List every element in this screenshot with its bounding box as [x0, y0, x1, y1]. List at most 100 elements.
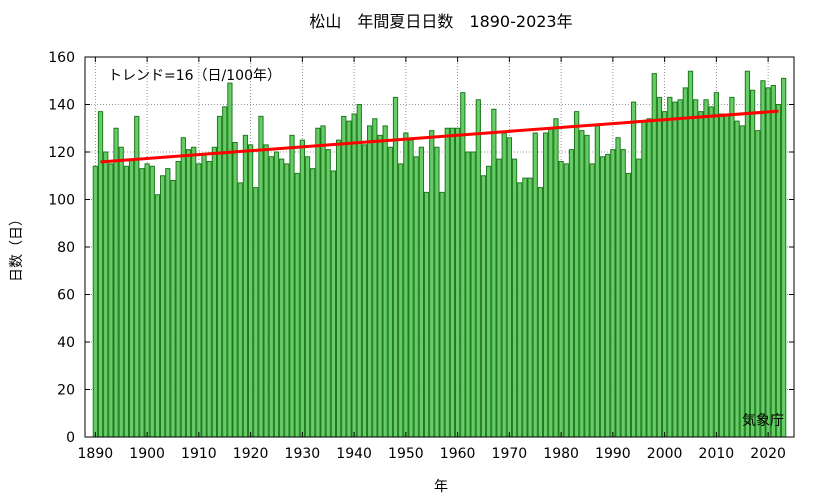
bar-1991: [615, 137, 621, 438]
bar-1975: [532, 132, 538, 438]
bar-2009: [708, 106, 714, 438]
bar-1954: [423, 191, 430, 438]
x-tick-label-2000: 2000: [647, 446, 683, 462]
bar-1915: [222, 106, 228, 438]
bar-1898: [134, 115, 140, 438]
chart-title: 松山 年間夏日日数 1890-2023年: [309, 12, 572, 31]
bar-1903: [160, 175, 166, 438]
bar-1951: [408, 139, 414, 438]
y-ticks: 0 20 40 60 80 100 120 140 160: [48, 50, 794, 446]
bar-1895: [118, 146, 124, 438]
bar-1976: [537, 187, 544, 438]
bar-1983: [574, 111, 580, 438]
bar-2010: [713, 92, 719, 438]
x-tick-label-1950: 1950: [388, 446, 424, 462]
bar-1963: [470, 151, 476, 438]
bar-1910: [196, 163, 202, 438]
x-tick-label-1890: 1890: [78, 446, 114, 462]
y-tick-label-140: 140: [48, 98, 75, 114]
bar-1906: [175, 161, 181, 438]
bar-2017: [749, 89, 756, 438]
bar-2023: [781, 77, 787, 438]
y-tick-label-20: 20: [57, 383, 75, 399]
bar-2020: [765, 87, 771, 438]
bar-1969: [501, 132, 507, 438]
bar-1994: [630, 101, 637, 438]
bar-1955: [429, 130, 435, 438]
bar-1968: [496, 158, 502, 438]
bar-1988: [599, 156, 606, 438]
x-tick-label-1960: 1960: [440, 446, 476, 462]
x-tick-label-1970: 1970: [492, 446, 528, 462]
bar-2003: [677, 99, 683, 438]
bar-1927: [284, 163, 290, 438]
bar-2006: [693, 99, 699, 438]
y-tick-label-120: 120: [48, 145, 75, 161]
bar-1930: [299, 139, 305, 438]
bar-1967: [491, 108, 497, 438]
bar-1949: [398, 163, 404, 438]
bar-1934: [320, 125, 326, 438]
bar-2021: [770, 85, 776, 438]
bar-1950: [403, 132, 409, 438]
x-tick-label-2020: 2020: [750, 446, 786, 462]
x-tick-label-1910: 1910: [181, 446, 217, 462]
bar-1929: [294, 172, 300, 438]
trend-annotation: トレンド=16（日/100年）: [108, 68, 281, 84]
x-tick-label-1940: 1940: [336, 446, 372, 462]
bar-1957: [439, 191, 445, 438]
bar-1956: [434, 146, 440, 438]
bar-1932: [310, 168, 316, 438]
bar-1893: [108, 163, 114, 438]
bar-1921: [253, 187, 259, 438]
y-tick-label-100: 100: [48, 193, 75, 209]
bar-2012: [724, 113, 730, 438]
bar-1990: [610, 149, 616, 438]
bar-1961: [460, 92, 466, 438]
bar-1962: [465, 151, 471, 438]
x-tick-label-1930: 1930: [285, 446, 321, 462]
bar-1922: [258, 115, 264, 438]
bar-1986: [589, 163, 595, 438]
bar-1939: [346, 120, 352, 438]
bar-2004: [682, 87, 688, 438]
bar-1917: [232, 142, 238, 438]
bar-1948: [392, 96, 399, 438]
bar-1973: [522, 177, 528, 438]
bar-1985: [584, 134, 590, 438]
bar-2022: [775, 104, 782, 438]
bar-2001: [667, 96, 673, 438]
y-tick-label-0: 0: [66, 430, 75, 446]
bar-1924: [268, 156, 274, 438]
bar-1926: [279, 158, 285, 438]
bar-1925: [273, 151, 280, 438]
bar-1931: [304, 156, 311, 438]
bar-1966: [486, 165, 492, 438]
bar-1928: [289, 134, 295, 438]
bar-1938: [341, 115, 347, 438]
bar-1992: [620, 149, 626, 438]
bar-1970: [506, 137, 512, 438]
bar-1964: [475, 99, 481, 438]
trend-line: [100, 109, 779, 164]
bar-1980: [558, 161, 564, 438]
bar-1971: [511, 158, 518, 438]
bar-1902: [154, 194, 161, 438]
bar-1940: [351, 113, 357, 438]
bar-1911: [201, 153, 207, 438]
y-axis-label: 日数（日）: [9, 212, 25, 282]
bar-1959: [449, 127, 456, 438]
bar-1912: [206, 161, 212, 438]
y-tick-label-40: 40: [57, 335, 75, 351]
bar-1900: [144, 163, 150, 438]
bar-1909: [191, 146, 197, 438]
bar-1937: [335, 139, 342, 438]
x-tick-label-1900: 1900: [129, 446, 165, 462]
bar-2013: [729, 96, 735, 438]
bar-1978: [548, 127, 554, 438]
bar-1923: [263, 144, 269, 438]
credit-label: 気象庁: [742, 413, 784, 429]
bar-1952: [413, 156, 419, 438]
bar-1897: [128, 158, 135, 438]
